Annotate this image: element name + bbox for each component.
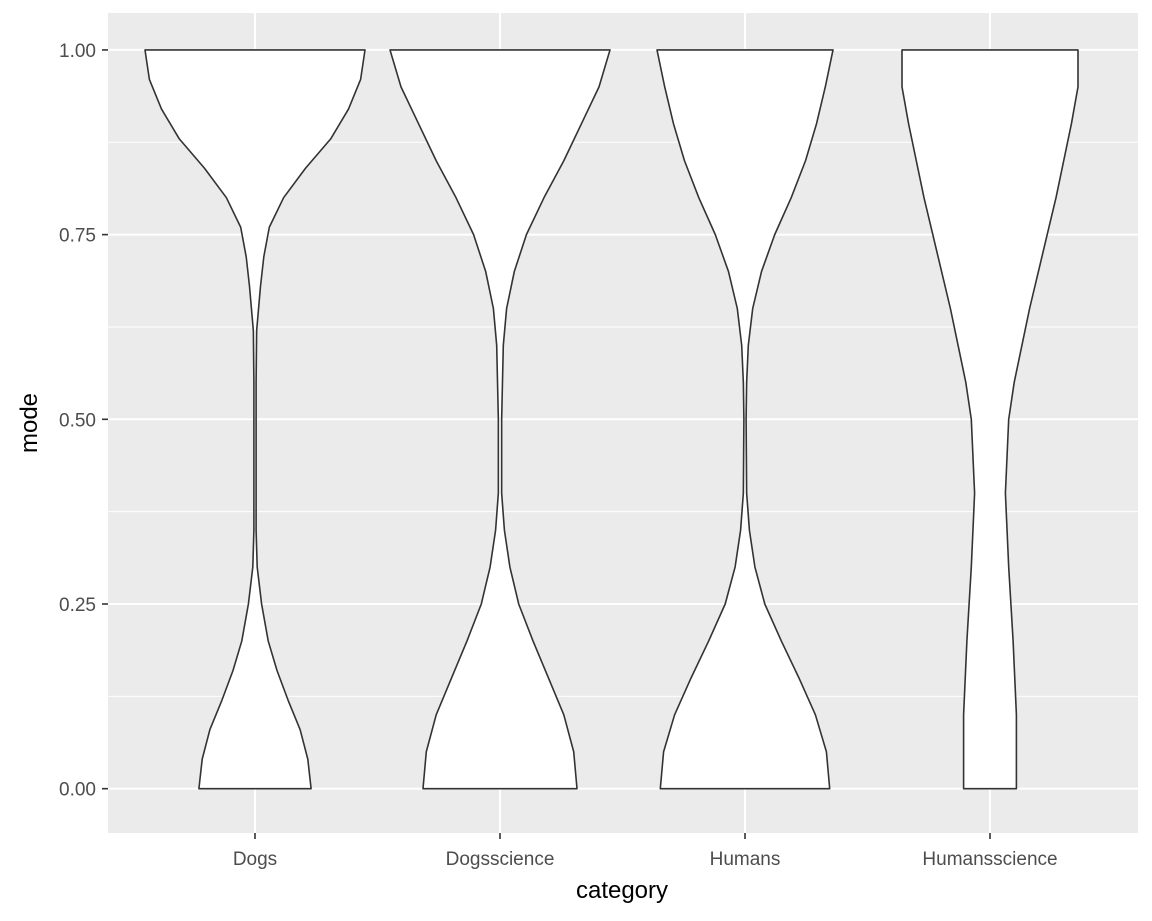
- x-axis: Dogs Dogsscience Humans Humansscience: [233, 833, 1058, 870]
- x-axis-title: category: [576, 877, 668, 904]
- violin-humans: [656, 49, 834, 790]
- y-tick-label: 0.75: [59, 226, 96, 247]
- y-tick-label: 1.00: [59, 41, 96, 62]
- y-axis-title: mode: [16, 393, 43, 453]
- violins: [144, 49, 1079, 790]
- y-tick-label: 0.00: [59, 780, 96, 801]
- y-tick-label: 0.50: [59, 410, 96, 431]
- x-tick-label: Humansscience: [922, 849, 1057, 870]
- x-tick-label: Dogs: [233, 849, 277, 870]
- violin-dogsscience: [389, 49, 611, 790]
- y-axis: 0.00 0.25 0.50 0.75 1.00: [59, 41, 108, 801]
- y-tick-label: 0.25: [59, 595, 96, 616]
- x-tick-label: Humans: [710, 849, 781, 870]
- violin-dogs: [144, 49, 366, 790]
- x-tick-label: Dogsscience: [446, 849, 555, 870]
- violin-humansscience: [901, 49, 1079, 790]
